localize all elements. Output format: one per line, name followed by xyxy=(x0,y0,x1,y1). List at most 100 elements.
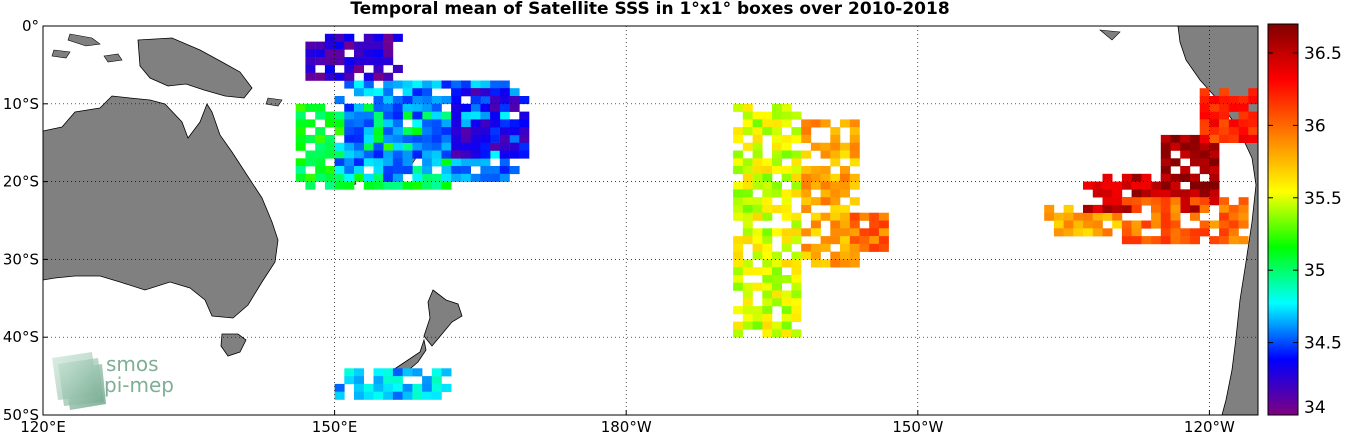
sss-cell xyxy=(733,204,744,213)
sss-cell xyxy=(1209,103,1220,112)
sss-cell xyxy=(1199,134,1210,143)
sss-cell xyxy=(1170,236,1181,245)
sss-cell xyxy=(344,103,355,112)
sss-cell xyxy=(315,142,326,151)
sss-cell xyxy=(849,212,860,221)
sss-cell xyxy=(402,88,413,97)
sss-cell xyxy=(1219,236,1230,245)
sss-cell xyxy=(878,236,889,245)
sss-cell xyxy=(1248,134,1258,143)
sss-cell xyxy=(383,158,394,167)
sss-cell xyxy=(461,158,471,167)
sss-cell xyxy=(315,49,326,58)
sss-cell xyxy=(1199,166,1210,175)
sss-cell xyxy=(412,166,423,175)
sss-cell xyxy=(772,111,782,120)
sss-cell xyxy=(733,267,744,276)
sss-cell xyxy=(1073,220,1084,229)
sss-cell xyxy=(392,368,403,377)
sss-cell xyxy=(791,306,802,315)
sss-cell xyxy=(422,166,433,175)
sss-cell xyxy=(383,142,394,151)
sss-cell xyxy=(1160,204,1171,213)
sss-cell xyxy=(383,96,394,105)
sss-cell xyxy=(752,158,763,167)
sss-cell xyxy=(878,228,889,237)
sss-cell xyxy=(1160,220,1171,229)
sss-cell xyxy=(742,197,753,206)
sss-cell xyxy=(334,41,345,50)
sss-cell xyxy=(431,173,442,182)
sss-cell xyxy=(1209,189,1220,198)
y-tick-label: 10°S xyxy=(3,95,39,113)
sss-cell xyxy=(1141,173,1152,182)
sss-cell xyxy=(315,72,326,81)
sss-cell xyxy=(1083,204,1093,213)
sss-cell xyxy=(781,290,792,299)
sss-cell xyxy=(1151,220,1162,229)
sss-cell xyxy=(781,166,792,175)
sss-cell xyxy=(1083,181,1093,190)
sss-cell xyxy=(1209,142,1220,151)
sss-cell xyxy=(1170,134,1181,143)
sss-cell xyxy=(354,41,364,50)
sss-cell xyxy=(1160,181,1171,190)
sss-cell xyxy=(334,158,345,167)
sss-cell xyxy=(334,49,345,58)
sss-cell xyxy=(772,204,782,213)
sss-cell xyxy=(344,150,355,159)
sss-cell xyxy=(869,220,880,229)
sss-cell xyxy=(791,212,802,221)
sss-cell xyxy=(392,103,403,112)
sss-cell xyxy=(344,376,355,385)
sss-cell xyxy=(742,313,753,322)
sss-cell xyxy=(1131,204,1142,213)
sss-cell xyxy=(762,166,773,175)
colorbar-tick-label: 36 xyxy=(1304,116,1326,136)
sss-cell xyxy=(470,80,481,89)
sss-cell xyxy=(1248,96,1258,105)
sss-cell xyxy=(781,142,792,151)
sss-cell xyxy=(1219,220,1230,229)
sss-cell xyxy=(1190,134,1200,143)
sss-cell xyxy=(461,80,471,89)
sss-cell xyxy=(1228,236,1239,245)
sss-cell xyxy=(383,41,394,50)
sss-cell xyxy=(490,103,501,112)
sss-cell xyxy=(422,96,433,105)
sss-cell xyxy=(422,88,433,97)
sss-cell xyxy=(849,228,860,237)
sss-cell xyxy=(1248,88,1258,97)
sss-cell xyxy=(470,158,481,167)
sss-cell xyxy=(383,57,394,66)
sss-cell xyxy=(344,119,355,128)
x-tick-label: 150°W xyxy=(892,418,943,436)
sss-cell xyxy=(1199,88,1210,97)
sss-cell xyxy=(431,119,442,128)
sss-cell xyxy=(791,329,802,338)
sss-cell xyxy=(772,134,782,143)
sss-cell xyxy=(1209,119,1220,128)
sss-cell xyxy=(383,72,394,81)
sss-cell xyxy=(324,142,335,151)
sss-cell xyxy=(752,119,763,128)
sss-cell xyxy=(422,127,433,136)
sss-cell xyxy=(733,197,744,206)
sss-cell xyxy=(878,212,889,221)
sss-cell xyxy=(461,166,471,175)
sss-cell xyxy=(1131,228,1142,237)
sss-cell xyxy=(791,134,802,143)
sss-cell xyxy=(762,197,773,206)
sss-cell xyxy=(733,150,744,159)
sss-cell xyxy=(1073,212,1084,221)
sss-cell xyxy=(830,204,841,213)
sss-cell xyxy=(383,119,394,128)
sss-cell xyxy=(1180,150,1191,159)
sss-cell xyxy=(354,103,364,112)
sss-cell xyxy=(742,220,753,229)
sss-cell xyxy=(1121,228,1132,237)
sss-cell xyxy=(820,173,831,182)
sss-cell xyxy=(363,127,374,136)
colorbar-tick-label: 35.5 xyxy=(1304,189,1342,209)
sss-cell xyxy=(373,391,384,400)
